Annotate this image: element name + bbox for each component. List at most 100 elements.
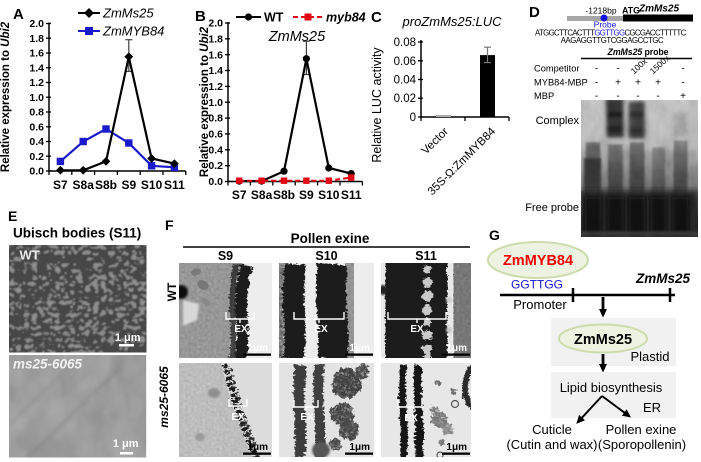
svg-text:0: 0 — [410, 112, 416, 124]
svg-text:S9: S9 — [299, 188, 314, 202]
svg-text:S7: S7 — [53, 178, 68, 192]
svg-text:+: + — [635, 78, 641, 89]
svg-text:1.8: 1.8 — [29, 33, 44, 45]
svg-text:-: - — [681, 78, 684, 89]
svg-text:0.4: 0.4 — [208, 144, 223, 156]
svg-text:-: - — [595, 91, 598, 102]
svg-text:proZmMs25:LUC: proZmMs25:LUC — [402, 14, 503, 29]
svg-text:2.0: 2.0 — [29, 18, 44, 30]
svg-text:F: F — [165, 217, 174, 233]
svg-text:AAGAGGTTGTCGGAGCCTGC: AAGAGGTTGTCGGAGCCTGC — [561, 36, 664, 45]
svg-text:E: E — [8, 208, 17, 224]
svg-text:Competitor: Competitor — [534, 64, 579, 74]
svg-text:Pollen exine: Pollen exine — [291, 231, 370, 246]
svg-text:Relative LUC activity: Relative LUC activity — [370, 47, 384, 163]
svg-text:Relative expression to Ubi2: Relative expression to Ubi2 — [199, 26, 211, 177]
svg-text:1μm: 1μm — [247, 442, 268, 453]
svg-text:ZmMs25: ZmMs25 — [102, 6, 154, 21]
svg-text:1μm: 1μm — [446, 442, 467, 453]
svg-text:S10: S10 — [141, 178, 163, 192]
svg-text:Cuticle: Cuticle — [532, 422, 572, 437]
svg-text:D: D — [529, 4, 540, 21]
svg-text:GGTTGG: GGTTGG — [511, 278, 563, 292]
svg-text:0.8: 0.8 — [29, 107, 44, 119]
svg-text:(Sporopollenin): (Sporopollenin) — [598, 437, 686, 452]
svg-text:Promoter: Promoter — [513, 297, 567, 312]
svg-text:myb84: myb84 — [326, 11, 366, 25]
svg-text:-: - — [616, 91, 619, 102]
svg-text:Free probe: Free probe — [525, 202, 579, 214]
svg-text:Pollen exine: Pollen exine — [606, 422, 677, 437]
svg-text:1.8: 1.8 — [208, 33, 223, 45]
svg-text:1μm: 1μm — [349, 343, 370, 354]
svg-text:Plastid: Plastid — [630, 349, 669, 364]
svg-text:Relative expression to Ubi2: Relative expression to Ubi2 — [0, 21, 12, 172]
svg-text:1.0: 1.0 — [208, 97, 223, 109]
svg-text:0.0: 0.0 — [29, 166, 44, 178]
svg-text:+: + — [680, 91, 686, 102]
svg-text:EX: EX — [314, 324, 328, 335]
svg-text:1.6: 1.6 — [208, 49, 223, 61]
svg-text:ZmMs25: ZmMs25 — [268, 29, 326, 45]
svg-text:ZmMYB84: ZmMYB84 — [503, 253, 573, 269]
svg-text:1.2: 1.2 — [29, 77, 44, 89]
svg-text:ms25-6065: ms25-6065 — [13, 357, 83, 372]
svg-text:1.0: 1.0 — [29, 92, 44, 104]
svg-text:ZmMs25: ZmMs25 — [635, 271, 691, 286]
svg-text:0.02: 0.02 — [394, 93, 416, 105]
svg-text:EX: EX — [300, 412, 314, 423]
svg-text:WT: WT — [165, 282, 179, 301]
svg-text:WT: WT — [264, 11, 284, 25]
svg-text:0.04: 0.04 — [394, 75, 417, 87]
svg-text:C: C — [371, 9, 382, 26]
svg-text:-: - — [595, 64, 598, 75]
svg-text:S11: S11 — [164, 178, 185, 192]
svg-text:S9: S9 — [121, 178, 136, 192]
svg-text:S8a: S8a — [73, 178, 95, 192]
svg-text:0.8: 0.8 — [208, 113, 223, 125]
svg-text:0.6: 0.6 — [208, 129, 223, 141]
svg-text:-: - — [616, 64, 619, 75]
svg-text:S11: S11 — [341, 188, 362, 202]
svg-text:-: - — [656, 91, 659, 102]
svg-text:Complex: Complex — [536, 115, 580, 127]
svg-text:ZmMYB84: ZmMYB84 — [102, 24, 164, 39]
svg-text:0.4: 0.4 — [29, 136, 44, 148]
svg-text:0.2: 0.2 — [208, 160, 223, 172]
svg-text:EX: EX — [234, 324, 248, 335]
svg-text:ZmMs25 probe: ZmMs25 probe — [607, 47, 669, 57]
svg-text:ZmMs25: ZmMs25 — [638, 4, 679, 15]
svg-text:-: - — [636, 91, 639, 102]
svg-text:EX: EX — [410, 324, 424, 335]
svg-text:S11: S11 — [415, 249, 437, 263]
svg-text:0.6: 0.6 — [29, 121, 44, 133]
svg-text:0.06: 0.06 — [394, 56, 416, 68]
svg-text:1.2: 1.2 — [208, 81, 223, 93]
svg-text:Probe: Probe — [594, 20, 617, 30]
svg-text:0.08: 0.08 — [394, 37, 416, 49]
svg-text:1 μm: 1 μm — [115, 332, 141, 344]
svg-text:(Cutin and wax): (Cutin and wax) — [506, 437, 597, 452]
svg-text:1μm: 1μm — [446, 343, 467, 354]
svg-text:0.2: 0.2 — [29, 151, 44, 163]
svg-text:1 μm: 1 μm — [113, 438, 139, 450]
svg-text:+: + — [655, 78, 661, 89]
svg-text:S10: S10 — [318, 188, 340, 202]
svg-text:EX: EX — [404, 413, 418, 424]
svg-text:WT: WT — [20, 248, 40, 263]
svg-text:S10: S10 — [315, 249, 337, 263]
svg-text:Ubisch bodies (S11): Ubisch bodies (S11) — [13, 226, 141, 241]
svg-text:0.0: 0.0 — [208, 176, 223, 188]
svg-text:-: - — [595, 78, 598, 89]
svg-text:ER: ER — [643, 400, 661, 415]
svg-text:1.4: 1.4 — [29, 62, 44, 74]
svg-text:G: G — [489, 227, 500, 243]
svg-text:A: A — [13, 6, 24, 23]
svg-text:-1218bp: -1218bp — [585, 6, 616, 16]
svg-text:1μm: 1μm — [349, 442, 370, 453]
svg-text:1μm: 1μm — [247, 343, 268, 354]
svg-text:Lipid biosynthesis: Lipid biosynthesis — [560, 380, 663, 395]
svg-text:S8a: S8a — [251, 188, 273, 202]
svg-text:ATGGCTTCACTTTGGTTGGCGCGACCTTTT: ATGGCTTCACTTTGGTTGGCGCGACCTTTTTC — [535, 28, 687, 37]
svg-text:+: + — [615, 78, 621, 89]
